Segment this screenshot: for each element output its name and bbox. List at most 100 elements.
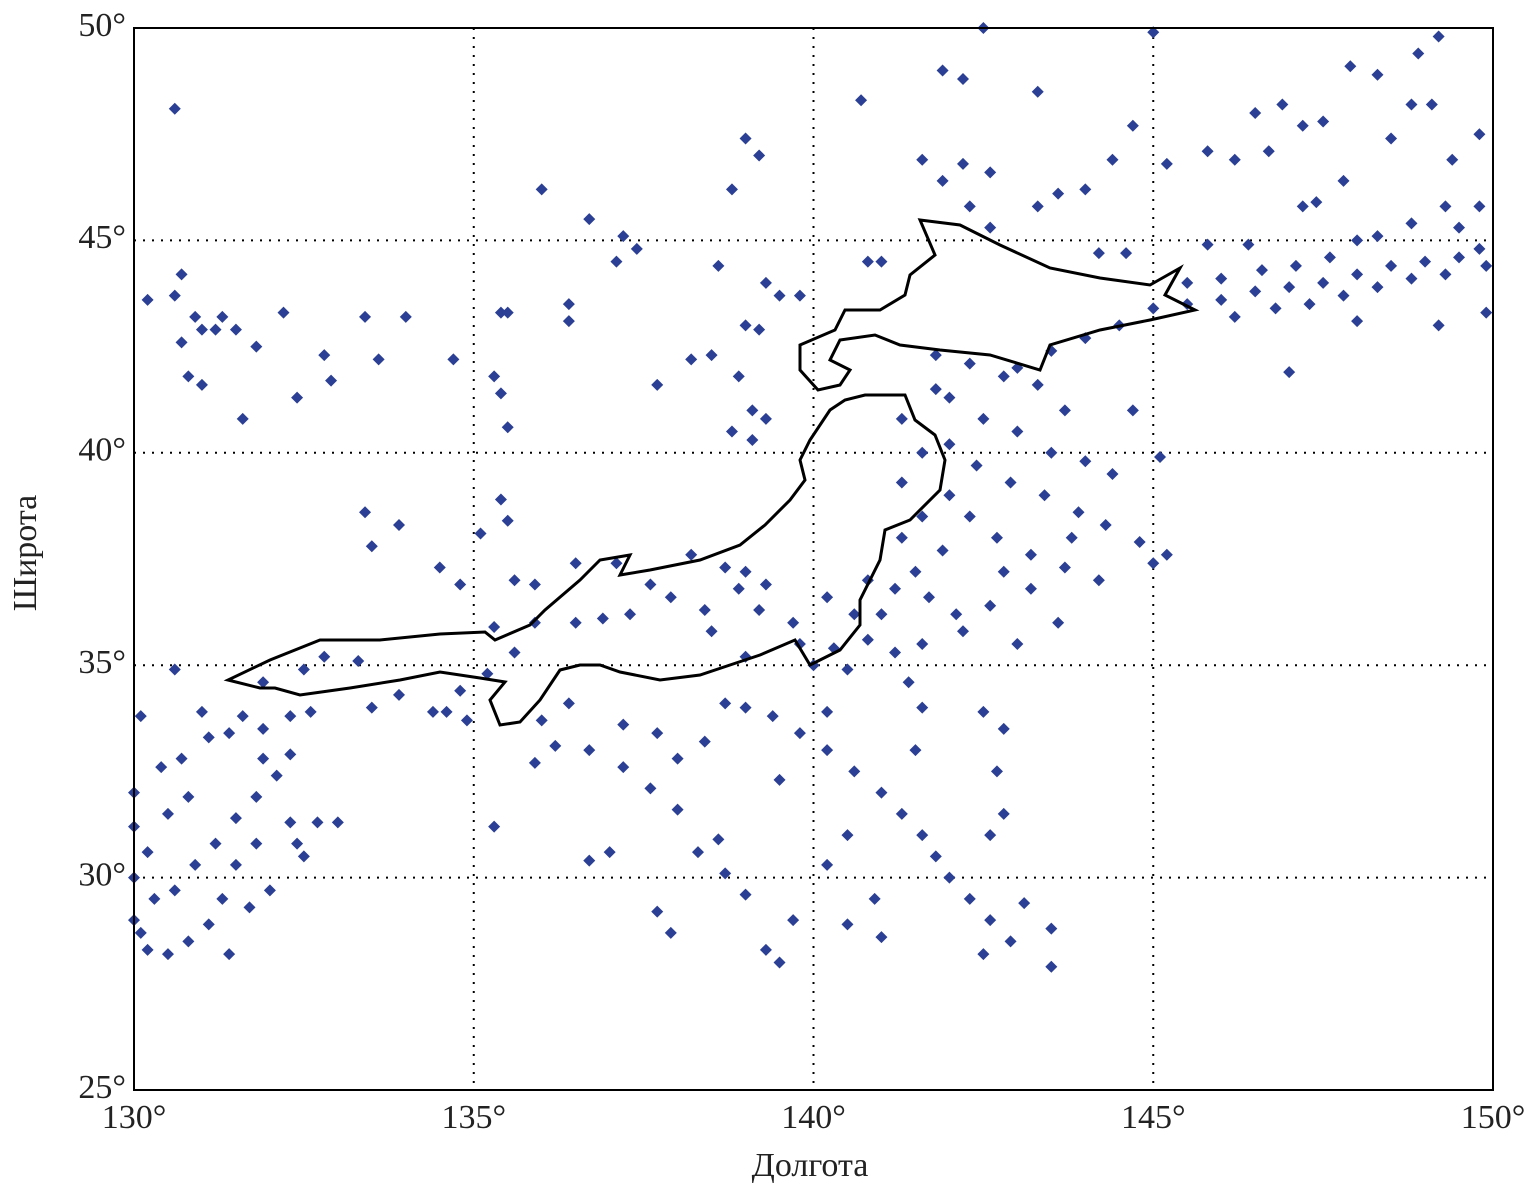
point [426, 705, 439, 718]
hokkaido [798, 218, 1200, 392]
point [134, 926, 147, 939]
point [943, 871, 956, 884]
point [963, 200, 976, 213]
x-tick-label: 130° [102, 1099, 167, 1136]
point [936, 174, 949, 187]
point [229, 323, 242, 336]
point [223, 727, 236, 740]
point [250, 837, 263, 850]
point [936, 64, 949, 77]
point [610, 557, 623, 570]
point [1099, 519, 1112, 532]
point [943, 438, 956, 451]
point [270, 769, 283, 782]
point [1228, 153, 1241, 166]
point [793, 289, 806, 302]
point [1181, 276, 1194, 289]
point [393, 688, 406, 701]
point [1419, 255, 1432, 268]
point [984, 914, 997, 927]
point [161, 807, 174, 820]
point [1310, 196, 1323, 209]
point [923, 591, 936, 604]
point [168, 884, 181, 897]
point [1079, 455, 1092, 468]
point [562, 697, 575, 710]
point [698, 735, 711, 748]
point [1453, 221, 1466, 234]
point [1405, 217, 1418, 230]
point [501, 514, 514, 527]
point [719, 697, 732, 710]
point [916, 510, 929, 523]
point [963, 892, 976, 905]
point [1133, 536, 1146, 549]
point [494, 493, 507, 506]
point [1052, 187, 1065, 200]
point [956, 72, 969, 85]
point [562, 315, 575, 328]
point [596, 612, 609, 625]
point [671, 803, 684, 816]
point [365, 701, 378, 714]
point [984, 829, 997, 842]
point [488, 370, 501, 383]
y-tick-label: 25° [78, 1069, 126, 1106]
point [725, 183, 738, 196]
point [1425, 98, 1438, 111]
point [916, 637, 929, 650]
point [875, 608, 888, 621]
point [719, 867, 732, 880]
point [1255, 264, 1268, 277]
point [787, 616, 800, 629]
point [501, 421, 514, 434]
point [1072, 506, 1085, 519]
point [168, 102, 181, 115]
point [1269, 302, 1282, 315]
point [216, 310, 229, 323]
point [1405, 272, 1418, 285]
point [1439, 200, 1452, 213]
point [1242, 238, 1255, 251]
point [501, 306, 514, 319]
point [685, 548, 698, 561]
point [916, 829, 929, 842]
point [773, 289, 786, 302]
plot-frame [133, 27, 1494, 1091]
point [895, 807, 908, 820]
point [1024, 548, 1037, 561]
point [189, 858, 202, 871]
point [963, 357, 976, 370]
point [134, 710, 147, 723]
point [528, 756, 541, 769]
point [1303, 298, 1316, 311]
point [1106, 468, 1119, 481]
point [1351, 234, 1364, 247]
point [916, 701, 929, 714]
point [1473, 242, 1486, 255]
point [257, 752, 270, 765]
point [195, 378, 208, 391]
point [175, 268, 188, 281]
point [984, 166, 997, 179]
point [195, 323, 208, 336]
point [583, 213, 596, 226]
point [372, 353, 385, 366]
point [202, 918, 215, 931]
point [773, 773, 786, 786]
point [229, 858, 242, 871]
point [1045, 922, 1058, 935]
point [1249, 106, 1262, 119]
point [651, 378, 664, 391]
point [705, 625, 718, 638]
point [868, 892, 881, 905]
point [773, 956, 786, 969]
y-tick-label: 50° [78, 7, 126, 44]
point [739, 888, 752, 901]
point [528, 578, 541, 591]
point [1045, 960, 1058, 973]
point [1473, 128, 1486, 141]
point [712, 833, 725, 846]
point [318, 349, 331, 362]
point [291, 391, 304, 404]
